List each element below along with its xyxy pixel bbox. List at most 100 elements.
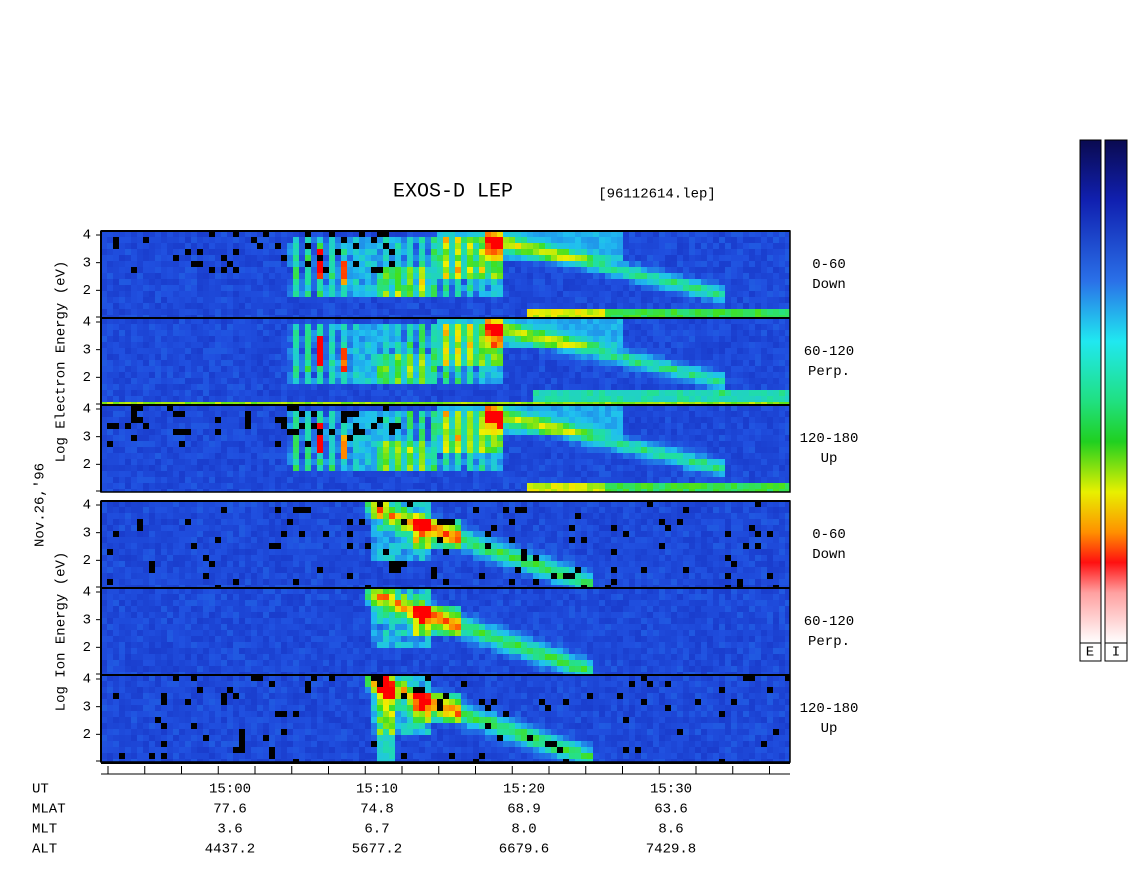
spectrogram-cell [635,366,641,372]
spectrogram-cell [605,324,611,330]
spectrogram-cell [539,291,545,297]
spectrogram-cell [503,402,509,405]
spectrogram-cell [113,309,119,315]
spectrogram-cell [443,378,449,384]
spectrogram-cell [479,261,485,267]
spectrogram-cell [287,405,293,411]
spectrogram-cell [581,249,587,255]
spectrogram-cell [761,336,767,342]
spectrogram-cell [749,390,755,396]
spectrogram-cell [749,336,755,342]
spectrogram-cell [491,297,497,303]
spectrogram-cell [605,477,611,483]
spectrogram-cell [191,411,197,417]
spectrogram-cell [239,372,245,378]
spectrogram-cell [149,477,155,483]
spectrogram-cell [227,318,233,324]
spectrogram-cell [671,231,677,237]
spectrogram-cell [401,384,407,390]
spectrogram-cell [581,447,587,453]
spectrogram-cell [515,390,521,396]
spectrogram-cell [221,261,227,267]
spectrogram-cell [725,273,731,279]
spectrogram-cell [131,396,137,402]
spectrogram-cell [317,417,323,423]
spectrogram-cell [389,318,395,324]
spectrogram-cell [485,489,491,492]
spectrogram-cell [257,336,263,342]
spectrogram-cell [215,279,221,285]
spectrogram-cell [647,441,653,447]
spectrogram-cell [455,477,461,483]
spectrogram-cell [317,231,323,237]
spectrogram-cell [467,255,473,261]
spectrogram-cell [467,483,473,489]
spectrogram-cell [695,273,701,279]
spectrogram-cell [179,324,185,330]
spectrogram-cell [683,237,689,243]
spectrogram-cell [305,477,311,483]
spectrogram-cell [767,285,773,291]
spectrogram-cell [581,318,587,324]
spectrogram-cell [539,279,545,285]
spectrogram-cell [263,249,269,255]
spectrogram-cell [629,291,635,297]
spectrogram-cell [353,459,359,465]
spectrogram-cell [143,471,149,477]
spectrogram-cell [215,423,221,429]
spectrogram-cell [701,441,707,447]
spectrogram-cell [503,324,509,330]
spectrogram-cell [221,417,227,423]
spectrogram-cell [683,309,689,315]
spectrogram-cell [731,297,737,303]
spectrogram-cell [179,372,185,378]
spectrogram-cell [725,315,731,318]
spectrogram-cell [137,303,143,309]
spectrogram-cell [287,315,293,318]
spectrogram-cell [647,324,653,330]
spectrogram-cell [245,378,251,384]
spectrogram-cell [473,291,479,297]
spectrogram-cell [113,285,119,291]
spectrogram-cell [311,465,317,471]
spectrogram-cell [455,354,461,360]
spectrogram-cell [581,291,587,297]
spectrogram-cell [551,441,557,447]
spectrogram-cell [689,330,695,336]
spectrogram-cell [599,231,605,237]
spectrogram-cell [149,261,155,267]
spectrogram-cell [425,243,431,249]
spectrogram-cell [335,402,341,405]
spectrogram-cell [191,459,197,465]
spectrogram-cell [323,360,329,366]
spectrogram-cell [653,423,659,429]
spectrogram-cell [725,285,731,291]
spectrogram-cell [101,267,107,273]
spectrogram-cell [557,489,563,492]
spectrogram-cell [551,477,557,483]
spectrogram-cell [299,453,305,459]
spectrogram-cell [551,231,557,237]
spectrogram-cell [185,291,191,297]
spectrogram-cell [587,447,593,453]
spectrogram-cell [557,336,563,342]
spectrogram-cell [383,360,389,366]
spectrogram-cell [173,267,179,273]
spectrogram-cell [329,297,335,303]
spectrogram-cell [671,249,677,255]
spectrogram-cell [311,411,317,417]
spectrogram-cell [323,231,329,237]
spectrogram-cell [779,303,785,309]
spectrogram-cell [305,441,311,447]
spectrogram-cell [407,459,413,465]
spectrogram-cell [623,402,629,405]
spectrogram-cell [521,429,527,435]
spectrogram-cell [107,243,113,249]
spectrogram-cell [299,384,305,390]
spectrogram-cell [173,477,179,483]
spectrogram-cell [371,483,377,489]
spectrogram-cell [503,297,509,303]
spectrogram-cell [701,267,707,273]
spectrogram-cell [527,330,533,336]
spectrogram-cell [269,402,275,405]
